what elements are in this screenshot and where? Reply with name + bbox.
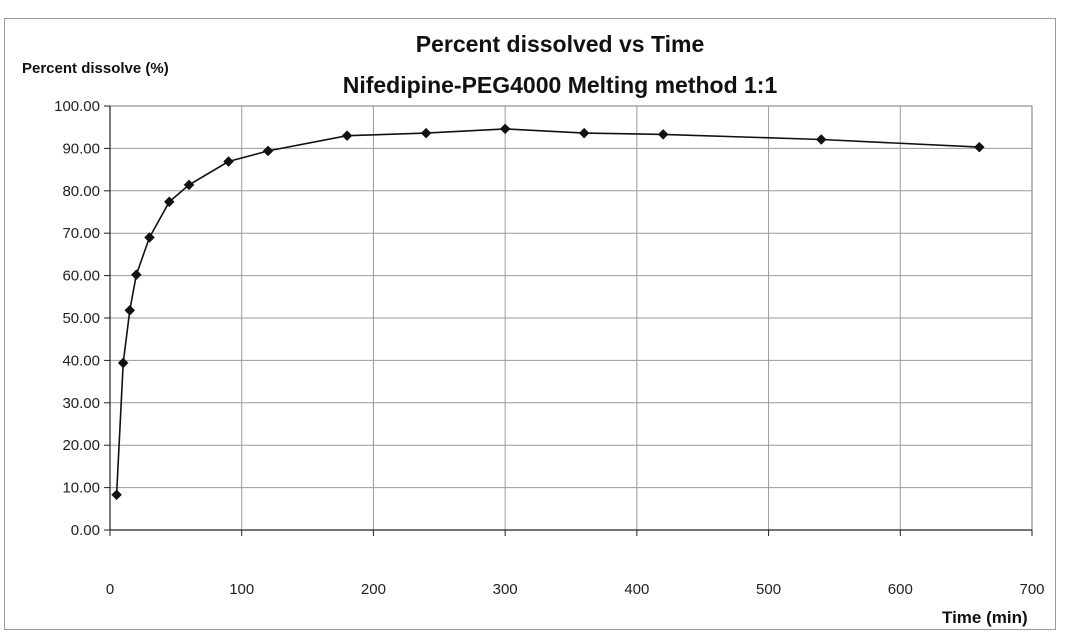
y-tick-label: 0.00	[71, 522, 100, 539]
data-point	[111, 489, 122, 501]
chart-frame	[4, 18, 1056, 630]
data-point	[130, 269, 142, 281]
x-tick-label: 500	[756, 581, 781, 598]
y-tick-label: 80.00	[62, 183, 100, 200]
data-point	[124, 305, 136, 316]
data-point	[262, 145, 274, 157]
x-tick-label: 0	[106, 581, 114, 598]
y-tick-label: 10.00	[62, 480, 100, 497]
data-point	[117, 357, 129, 369]
data-point	[973, 141, 985, 153]
x-tick-label: 700	[1019, 581, 1044, 598]
x-axis-label: Time (min)	[942, 608, 1028, 627]
data-point	[815, 134, 827, 145]
data-point	[578, 127, 590, 139]
chart-subtitle: Nifedipine-PEG4000 Melting method 1:1	[342, 72, 778, 98]
data-point	[499, 123, 511, 135]
data-point	[163, 196, 175, 208]
x-tick-label: 200	[361, 581, 386, 598]
y-tick-label: 60.00	[62, 268, 100, 285]
chart-title: Percent dissolved vs Time	[415, 31, 705, 57]
y-tick-label: 40.00	[62, 352, 100, 369]
x-tick-label: 100	[229, 581, 254, 598]
y-tick-label: 90.00	[62, 140, 100, 157]
x-tick-label: 600	[888, 581, 913, 598]
y-tick-label: 20.00	[62, 437, 100, 454]
y-tick-label: 50.00	[62, 310, 100, 327]
x-tick-label: 400	[624, 581, 649, 598]
y-tick-label: 100.00	[54, 98, 100, 115]
series-line	[115, 128, 980, 495]
y-tick-label: 30.00	[62, 395, 100, 412]
data-point	[223, 156, 234, 167]
y-axis-label: Percent dissolve (%)	[22, 60, 169, 77]
y-tick-label: 70.00	[62, 225, 100, 242]
data-point	[657, 129, 669, 140]
data-point	[420, 127, 432, 139]
data-point	[341, 130, 353, 142]
data-point	[144, 232, 155, 243]
x-tick-label: 300	[493, 581, 518, 598]
data-point	[183, 179, 195, 191]
